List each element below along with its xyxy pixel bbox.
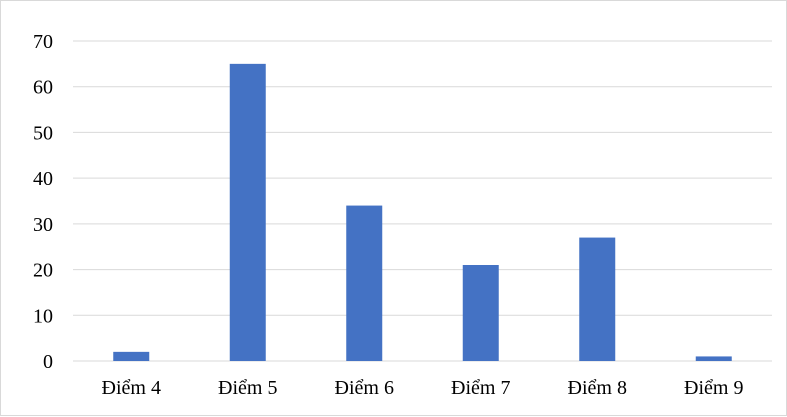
y-tick-label: 10	[33, 305, 53, 327]
x-axis-ticks: Điểm 4 Điểm 5 Điểm 6 Điểm 7 Điểm 8 Điểm 9	[102, 377, 744, 399]
y-tick-label: 20	[33, 260, 53, 282]
x-tick-label: Điểm 7	[451, 377, 510, 399]
y-tick-label: 60	[33, 77, 53, 99]
y-tick-label: 70	[33, 31, 53, 53]
bars	[113, 63, 732, 361]
x-tick-label: Điểm 5	[218, 377, 277, 399]
bar-6	[695, 356, 732, 361]
bar-4	[462, 265, 499, 361]
x-tick-label: Điểm 8	[568, 377, 627, 399]
bar-2	[229, 63, 266, 361]
y-tick-label: 0	[43, 351, 53, 373]
x-tick-label: Điểm 4	[102, 377, 161, 399]
x-tick-label: Điểm 9	[684, 377, 743, 399]
y-tick-label: 30	[33, 214, 53, 236]
bar-1	[113, 351, 150, 361]
bar-5	[579, 237, 616, 361]
gridlines	[73, 40, 772, 362]
y-axis-ticks: 0 10 20 30 40 50 60 70	[33, 31, 53, 373]
bar-3	[346, 205, 383, 361]
x-tick-label: Điểm 6	[335, 377, 394, 399]
y-tick-label: 40	[33, 168, 53, 190]
y-tick-label: 50	[33, 122, 53, 144]
